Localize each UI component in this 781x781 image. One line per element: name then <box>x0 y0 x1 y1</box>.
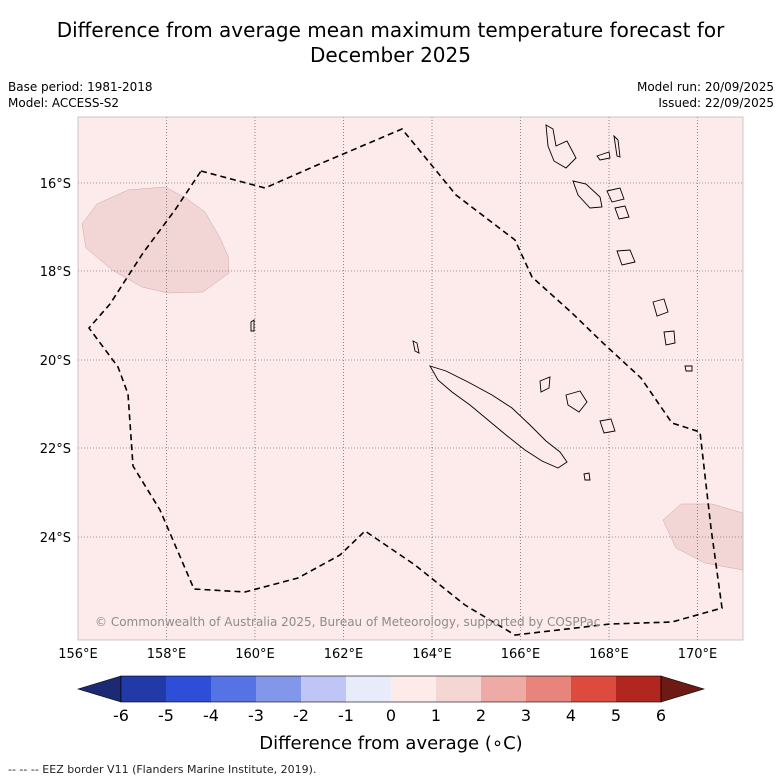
island-vanuatu-efate <box>614 205 630 220</box>
chart-title-line2: December 2025 <box>310 43 471 67</box>
lon-label-158: 158°E <box>147 647 187 662</box>
colorbar-segment <box>391 676 436 702</box>
colorbar-tick-label: 5 <box>611 706 621 725</box>
model-run: Model run: 20/09/2025 <box>636 80 774 94</box>
base-period: Base period: 1981-2018 <box>8 80 153 94</box>
island-loyalty-extra-1 <box>652 298 669 317</box>
map-frame <box>77 116 744 641</box>
colorbar-segment <box>211 676 256 702</box>
gridlines <box>78 117 743 640</box>
lat-label-22: 22°S <box>40 442 71 457</box>
island-vanuatu-ambae <box>613 134 621 158</box>
colorbar-tick-label: -1 <box>338 706 354 725</box>
colorbar-segment <box>436 676 481 702</box>
island-chesterfield <box>250 319 255 332</box>
anomaly-patch-west <box>81 186 230 294</box>
colorbar-segment <box>301 676 346 702</box>
island-vanuatu-malakula <box>572 180 603 209</box>
chart-title: Difference from average mean maximum tem… <box>0 18 781 68</box>
chart-title-line1: Difference from average mean maximum tem… <box>56 18 725 42</box>
copyright-text: © Commonwealth of Australia 2025, Bureau… <box>95 615 600 629</box>
colorbar-tick-label: 1 <box>431 706 441 725</box>
colorbar-tick-label: -3 <box>248 706 264 725</box>
colorbar-extend-high <box>660 675 706 703</box>
colorbar-tick-label: 6 <box>656 706 666 725</box>
island-belep <box>412 340 420 354</box>
lon-label-170: 170°E <box>678 647 718 662</box>
colorbar-frame <box>120 675 662 703</box>
island-loyalty-extra-2 <box>663 330 676 346</box>
colorbar-segment <box>481 676 526 702</box>
lat-label-20: 20°S <box>40 354 71 369</box>
colorbar-tick-label: -5 <box>158 706 174 725</box>
issued-date: Issued: 22/09/2025 <box>658 96 774 110</box>
meta-left: Base period: 1981-2018 Model: ACCESS-S2 <box>8 79 153 111</box>
colorbar-tick-label: 4 <box>566 706 576 725</box>
lon-label-164: 164°E <box>412 647 452 662</box>
coastlines <box>250 124 693 481</box>
island-walpole <box>583 472 591 481</box>
island-vanuatu-santo <box>545 124 577 169</box>
colorbar-tick-label: 3 <box>521 706 531 725</box>
island-loyalty-2 <box>565 390 588 413</box>
eez-border <box>87 128 723 636</box>
colorbar-tick-labels: -6 -5 -4 -3 -2 -1 0 1 2 3 4 5 6 <box>113 706 666 725</box>
island-vanuatu-banks <box>596 151 611 161</box>
island-vanuatu-erromango <box>616 249 636 266</box>
lat-label-16: 16°S <box>40 177 71 192</box>
model-name: Model: ACCESS-S2 <box>8 96 120 110</box>
island-loyalty-extra-3 <box>684 365 693 372</box>
island-loyalty-1 <box>539 376 551 393</box>
lon-label-156: 156°E <box>58 647 98 662</box>
lat-label-24: 24°S <box>40 531 71 546</box>
colorbar-segment <box>526 676 571 702</box>
colorbar: -6 -5 -4 -3 -2 -1 0 1 2 3 4 5 6 Differen… <box>76 675 706 754</box>
latitude-labels: 16°S 18°S 20°S 22°S 24°S <box>40 177 71 546</box>
colorbar-segment <box>616 676 661 702</box>
colorbar-segment <box>121 676 166 702</box>
lon-label-168: 168°E <box>589 647 629 662</box>
colorbar-segment <box>571 676 616 702</box>
eez-footnote: -- -- -- EEZ border V11 (Flanders Marine… <box>8 763 317 776</box>
island-vanuatu-epi <box>606 187 625 203</box>
colorbar-tick-label: -2 <box>293 706 309 725</box>
lon-label-160: 160°E <box>235 647 275 662</box>
lat-label-18: 18°S <box>40 265 71 280</box>
colorbar-tick-label: 2 <box>476 706 486 725</box>
colorbar-extend-low <box>76 675 122 703</box>
colorbar-tick-label: -4 <box>203 706 219 725</box>
colorbar-segment <box>166 676 211 702</box>
colorbar-segment <box>256 676 301 702</box>
lon-label-166: 166°E <box>501 647 541 662</box>
colorbar-tick-label: -6 <box>113 706 129 725</box>
colorbar-segment <box>346 676 391 702</box>
island-loyalty-3 <box>599 418 616 434</box>
longitude-labels: 156°E 158°E 160°E 162°E 164°E 166°E 168°… <box>58 647 717 662</box>
lon-label-162: 162°E <box>324 647 364 662</box>
colorbar-title: Difference from average (∘C) <box>259 733 522 754</box>
meta-right: Model run: 20/09/2025 Issued: 22/09/2025 <box>637 79 774 111</box>
island-new-caledonia <box>429 365 568 469</box>
colorbar-tick-label: 0 <box>386 706 396 725</box>
